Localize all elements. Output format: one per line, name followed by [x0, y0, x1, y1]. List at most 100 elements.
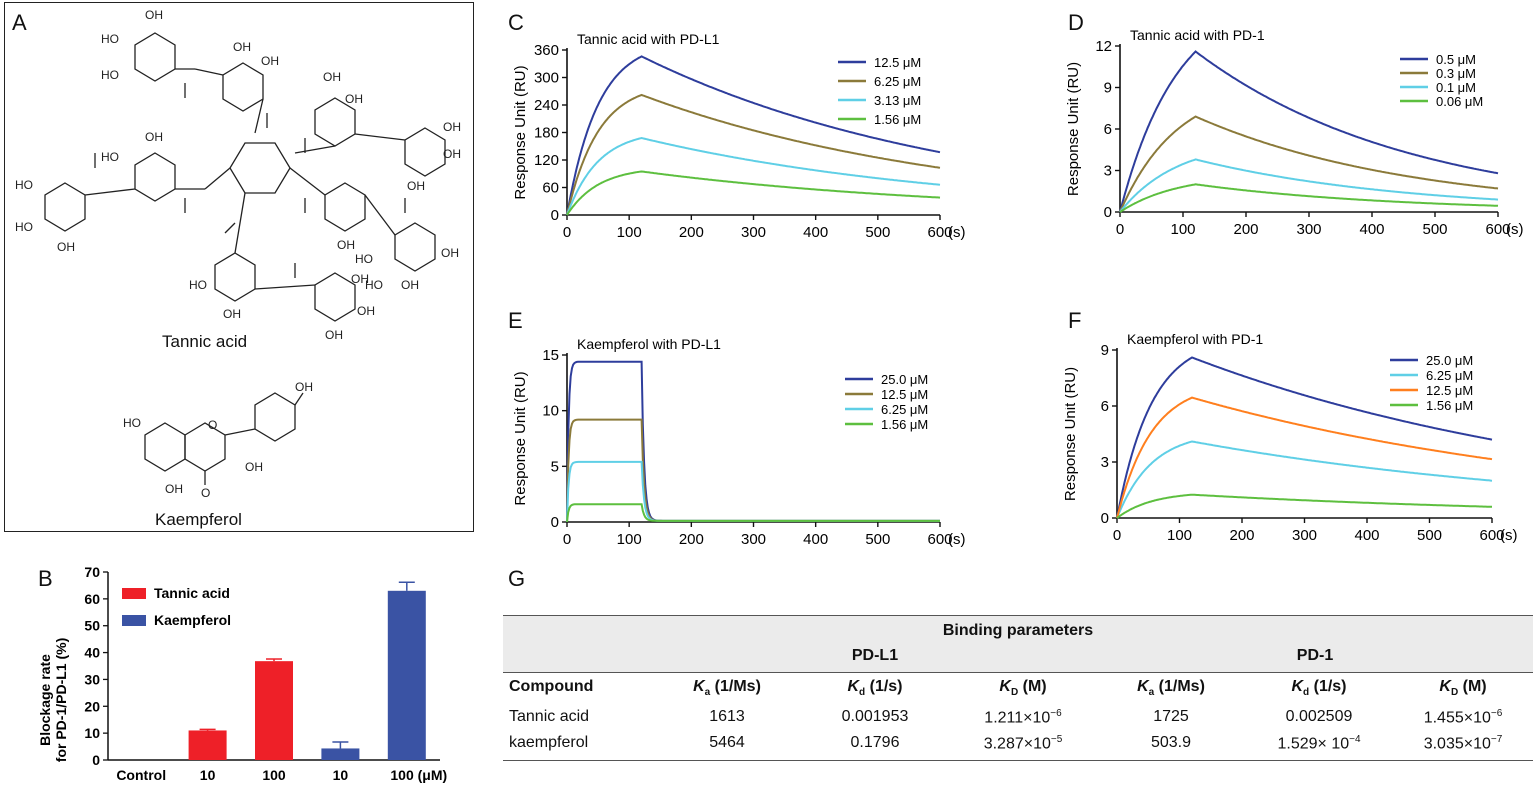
legend-swatch-kaempferol: [122, 615, 146, 626]
legend-label: 0.5 μM: [1436, 52, 1476, 67]
oh-label: OH: [295, 380, 313, 394]
oh-label: OH: [145, 8, 163, 22]
x-axis-unit: (s): [1500, 527, 1518, 544]
x-tick-label: 600: [927, 224, 952, 241]
y-axis-label: Response Unit (RU): [512, 371, 529, 505]
x-tick-label: 600: [927, 531, 952, 548]
series-line: [1119, 158, 1499, 213]
o-label: O: [208, 418, 217, 432]
oh-label: OH: [323, 70, 341, 84]
x-tick-label: 0: [563, 224, 571, 241]
y-tick-label: 0: [1101, 510, 1109, 527]
panel-label-a: A: [12, 10, 27, 35]
series-line: [566, 136, 941, 216]
y-tick-label: 50: [84, 618, 100, 634]
x-tick-label: 600: [1479, 527, 1504, 544]
series-line: [1116, 396, 1493, 519]
table-row: Tannic acid 1613 0.001953 1.211×10−6 172…: [509, 708, 1503, 727]
ho-label: HO: [101, 150, 119, 164]
y-tick-label: 6: [1101, 398, 1109, 415]
y-tick-label: 240: [534, 97, 559, 114]
table-header: Binding parameters PD-L1 PD-1: [503, 615, 1533, 672]
ho-label: HO: [365, 278, 383, 292]
series-line: [566, 503, 940, 523]
x-axis-unit: (s): [948, 531, 965, 548]
bar: [188, 730, 227, 760]
ho-label: HO: [355, 252, 373, 266]
legend-label-tannic: Tannic acid: [154, 585, 230, 601]
oh-label: OH: [443, 120, 461, 134]
tannic-acid-name: Tannic acid: [162, 332, 247, 351]
group-pd1: PD-1: [1296, 647, 1334, 664]
x-axis-unit: (s): [948, 224, 965, 241]
x-tick-label: 600: [1485, 221, 1510, 238]
y-tick-label: 60: [84, 591, 100, 607]
chart-title: Kaempferol with PD-1: [1127, 331, 1263, 347]
y-tick-label: 10: [542, 403, 559, 420]
o-label: O: [201, 486, 210, 500]
structures-panel: OH HO HO OH OH OH OH OH OH OH OH HO HO H…: [4, 2, 474, 532]
x-tick-label: 200: [679, 224, 704, 241]
x-tick-label: 500: [865, 531, 890, 548]
y-tick-label: 30: [84, 671, 100, 687]
ho-label: HO: [15, 220, 33, 234]
binding-parameters-table: Binding parameters PD-L1 PD-1 Compound K…: [503, 615, 1533, 761]
y-tick-label: 6: [1104, 121, 1112, 138]
chart-e-sensorgram: Kaempferol with PD-L1 Response Unit (RU) 0…: [512, 336, 965, 548]
x-tick-label: 400: [1354, 527, 1379, 544]
x-tick-label: 300: [741, 531, 766, 548]
x-tick-label: 0: [563, 531, 571, 548]
legend-label: 12.5 μM: [1426, 383, 1473, 398]
oh-label: OH: [165, 482, 183, 496]
legend-label: 0.06 μM: [1436, 94, 1483, 109]
legend-label: 25.0 μM: [881, 372, 928, 387]
x-tick-label: 100: [262, 767, 286, 783]
x-tick-label: 10: [200, 767, 216, 783]
legend-label: 25.0 μM: [1426, 353, 1473, 368]
y-tick-label: 70: [84, 564, 100, 580]
table-title: Binding parameters: [942, 622, 1094, 639]
chart-b-blockage: Blockage rate for PD-1/PD-L1 (%) Tannic …: [37, 564, 447, 783]
legend-label: 12.5 μM: [874, 55, 921, 70]
y-tick-label: 0: [92, 752, 100, 768]
x-tick-label: 400: [1359, 221, 1384, 238]
y-tick-label: 3: [1104, 163, 1112, 180]
panel-label-e: E: [508, 308, 523, 333]
x-tick-label: 200: [1233, 221, 1258, 238]
x-tick-label: 400: [803, 224, 828, 241]
x-tick-label: 500: [865, 224, 890, 241]
x-tick-label: 100: [617, 531, 642, 548]
x-tick-label: 300: [1292, 527, 1317, 544]
panel-label-g: G: [508, 566, 526, 591]
x-tick-label: 300: [741, 224, 766, 241]
bar: [255, 661, 293, 760]
series-line: [1119, 115, 1499, 213]
y-tick-label: 9: [1101, 342, 1109, 359]
oh-label: OH: [441, 246, 459, 260]
series-line: [566, 170, 941, 216]
y-tick-label: 20: [84, 698, 100, 714]
y-tick-label: 180: [534, 125, 559, 142]
oh-label: OH: [443, 147, 461, 161]
oh-label: OH: [401, 278, 419, 292]
legend-label: 1.56 μM: [881, 417, 928, 432]
series-line: [1116, 356, 1493, 519]
x-tick-label: 100: [1167, 527, 1192, 544]
ho-label: HO: [101, 68, 119, 82]
y-tick-label: 60: [542, 180, 559, 197]
x-tick-label: 100 (μM): [390, 767, 447, 783]
legend-label: 0.3 μM: [1436, 66, 1476, 81]
col-compound: Compound: [509, 678, 594, 695]
kaempferol-labels: OH HO O OH OH O: [123, 380, 313, 500]
oh-label: OH: [345, 92, 363, 106]
y-tick-label: 40: [84, 645, 100, 661]
oh-label: OH: [407, 179, 425, 193]
legend-label: 6.25 μM: [874, 74, 921, 89]
tannic-acid-labels: OH HO HO OH OH OH OH OH OH OH OH HO HO H…: [15, 8, 461, 342]
y-tick-label: 0: [551, 514, 559, 531]
legend-swatch-tannic: [122, 588, 146, 599]
legend-label: 1.56 μM: [874, 112, 921, 127]
ylabel-line2: for PD-1/PD-L1 (%): [53, 638, 69, 762]
y-axis-label: Response Unit (RU): [1065, 367, 1079, 501]
x-tick-label: 500: [1417, 527, 1442, 544]
